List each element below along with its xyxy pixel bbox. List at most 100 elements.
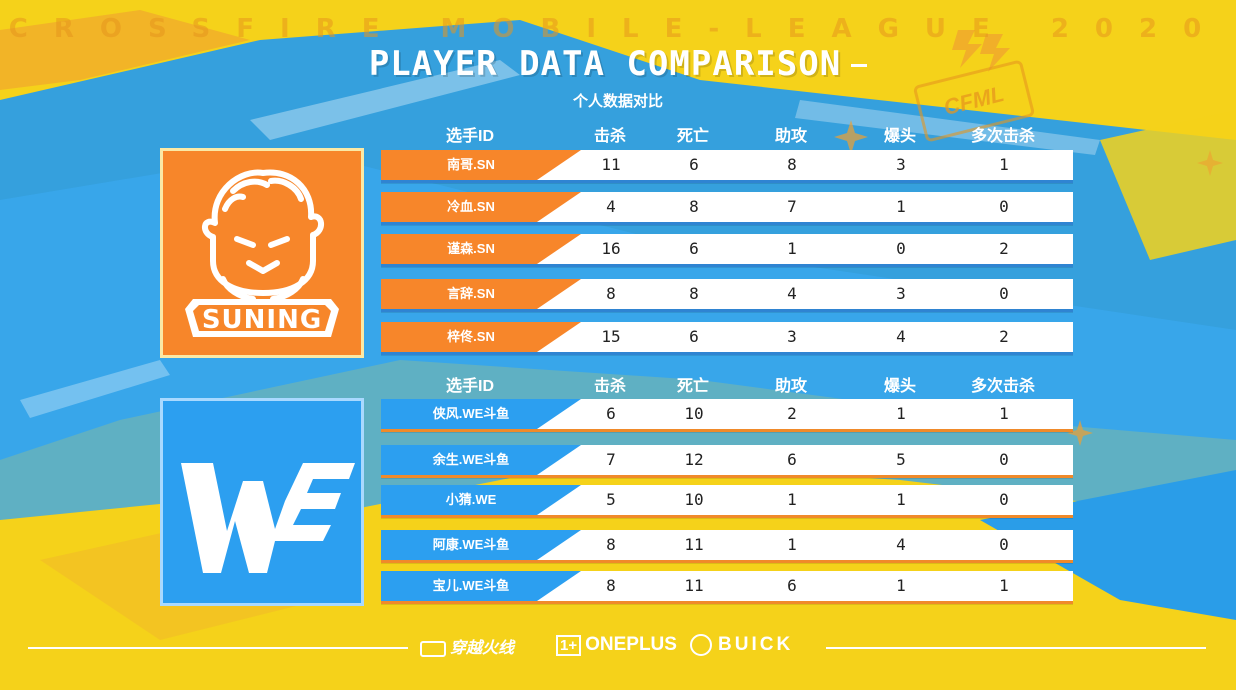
- player-id: 言辞.SN: [447, 286, 495, 301]
- suning-lion-icon: [185, 169, 339, 337]
- stat-deaths: 10: [684, 404, 704, 423]
- header-assists: 助攻: [774, 128, 808, 145]
- header-multikills: 多次击杀: [970, 378, 1036, 395]
- footer-divider-right: [826, 647, 1206, 649]
- header-deaths: 死亡: [676, 128, 710, 145]
- team-name-suning: SUNING: [201, 305, 323, 335]
- stat-multikills: 1: [999, 576, 1009, 595]
- stat-kills: 15: [601, 327, 621, 346]
- stat-kills: 8: [606, 535, 616, 554]
- player-id: 阿康.WE斗鱼: [432, 537, 510, 552]
- oneplus-logo-text: ONEPLUS: [585, 634, 677, 655]
- stat-deaths: 11: [684, 576, 704, 595]
- stat-deaths: 12: [684, 450, 704, 469]
- stat-deaths: 8: [689, 284, 699, 303]
- stat-assists: 1: [787, 490, 797, 509]
- player-row: 冷血.SN 4 8 7 1 0: [381, 192, 1073, 225]
- stat-assists: 3: [787, 327, 797, 346]
- oneplus-logo: 1+ ONEPLUS: [556, 634, 677, 656]
- crossfire-logo-text: 穿越火线: [450, 640, 515, 657]
- header-kills: 击杀: [593, 128, 627, 145]
- stat-kills: 7: [606, 450, 616, 469]
- stat-multikills: 2: [999, 327, 1009, 346]
- stat-kills: 8: [606, 284, 616, 303]
- team-logo-suning: SUNING: [160, 148, 364, 358]
- footer-divider-left: [28, 647, 408, 649]
- stat-assists: 1: [787, 535, 797, 554]
- player-id: 余生.WE斗鱼: [432, 452, 510, 467]
- stat-kills: 6: [606, 404, 616, 423]
- buick-logo-text: BUICK: [718, 634, 794, 656]
- stat-assists: 2: [787, 404, 797, 423]
- stats-header-we: 选手ID 击杀 死亡 助攻 爆头 多次击杀: [380, 372, 1080, 398]
- stat-deaths: 6: [689, 327, 699, 346]
- player-row: 南哥.SN 11 6 8 3 1: [381, 150, 1073, 183]
- player-row: 小猜.WE 5 10 1 1 0: [381, 485, 1073, 518]
- stat-kills: 5: [606, 490, 616, 509]
- stat-multikills: 1: [999, 155, 1009, 174]
- stat-assists: 6: [787, 576, 797, 595]
- stat-headshots: 1: [896, 490, 906, 509]
- header-player-id: 选手ID: [445, 378, 495, 395]
- stat-assists: 8: [787, 155, 797, 174]
- player-id: 梓佟.SN: [447, 329, 495, 344]
- stat-kills: 8: [606, 576, 616, 595]
- stat-headshots: 3: [896, 155, 906, 174]
- stat-headshots: 4: [896, 535, 906, 554]
- stat-multikills: 1: [999, 404, 1009, 423]
- stat-headshots: 3: [896, 284, 906, 303]
- player-row: 侠风.WE斗鱼 6 10 2 1 1: [381, 399, 1073, 432]
- buick-emblem-icon: [690, 634, 712, 656]
- player-id: 小猜.WE: [445, 492, 497, 507]
- header-headshots: 爆头: [883, 378, 917, 395]
- page-subtitle: 个人数据对比: [572, 93, 663, 110]
- stat-deaths: 11: [684, 535, 704, 554]
- player-row: 梓佟.SN 15 6 3 4 2: [381, 322, 1073, 355]
- sponsor-bar: 穿越火线 1+ ONEPLUS BUICK: [0, 630, 1236, 666]
- header-deaths: 死亡: [676, 378, 710, 395]
- player-id: 南哥.SN: [447, 157, 495, 172]
- player-row: 言辞.SN 8 8 4 3 0: [381, 279, 1073, 312]
- team-logo-we: [160, 398, 364, 606]
- stat-deaths: 8: [689, 197, 699, 216]
- crossfire-cf-icon: [420, 640, 446, 657]
- stat-deaths: 6: [689, 155, 699, 174]
- header-multikills: 多次击杀: [970, 128, 1036, 145]
- player-id: 谨森.SN: [447, 241, 495, 256]
- header-assists: 助攻: [774, 378, 808, 395]
- oneplus-mark-icon: 1+: [556, 635, 582, 656]
- header-headshots: 爆头: [883, 128, 917, 145]
- stat-multikills: 0: [999, 490, 1009, 509]
- stat-headshots: 1: [896, 404, 906, 423]
- player-id: 侠风.WE斗鱼: [432, 406, 510, 421]
- stat-multikills: 0: [999, 450, 1009, 469]
- header-player-id: 选手ID: [445, 128, 495, 145]
- player-row: 阿康.WE斗鱼 8 11 1 4 0: [381, 530, 1073, 563]
- stats-header-suning: 选手ID 击杀 死亡 助攻 爆头 多次击杀: [380, 122, 1080, 148]
- stat-headshots: 5: [896, 450, 906, 469]
- stat-multikills: 0: [999, 197, 1009, 216]
- stat-assists: 1: [787, 239, 797, 258]
- league-title: CROSSFIRE MOBILE-LEAGUE 2020: [8, 14, 1228, 44]
- stat-multikills: 0: [999, 535, 1009, 554]
- stat-kills: 4: [606, 197, 616, 216]
- stat-headshots: 0: [896, 239, 906, 258]
- player-id: 宝儿.WE斗鱼: [432, 578, 510, 593]
- buick-logo: BUICK: [690, 634, 793, 656]
- stat-headshots: 1: [896, 197, 906, 216]
- stat-assists: 6: [787, 450, 797, 469]
- stat-assists: 7: [787, 197, 797, 216]
- header-kills: 击杀: [593, 378, 627, 395]
- title-dash: [851, 64, 868, 67]
- player-row: 谨森.SN 16 6 1 0 2: [381, 234, 1073, 267]
- stat-kills: 16: [601, 239, 621, 258]
- crossfire-logo: 穿越火线: [420, 634, 514, 658]
- stat-deaths: 6: [689, 239, 699, 258]
- stat-assists: 4: [787, 284, 797, 303]
- player-id: 冷血.SN: [447, 199, 495, 214]
- player-row: 宝儿.WE斗鱼 8 11 6 1 1: [381, 571, 1073, 604]
- stat-multikills: 0: [999, 284, 1009, 303]
- stat-headshots: 4: [896, 327, 906, 346]
- stat-deaths: 10: [684, 490, 704, 509]
- page-title: PLAYER DATA COMPARISON: [0, 44, 1236, 84]
